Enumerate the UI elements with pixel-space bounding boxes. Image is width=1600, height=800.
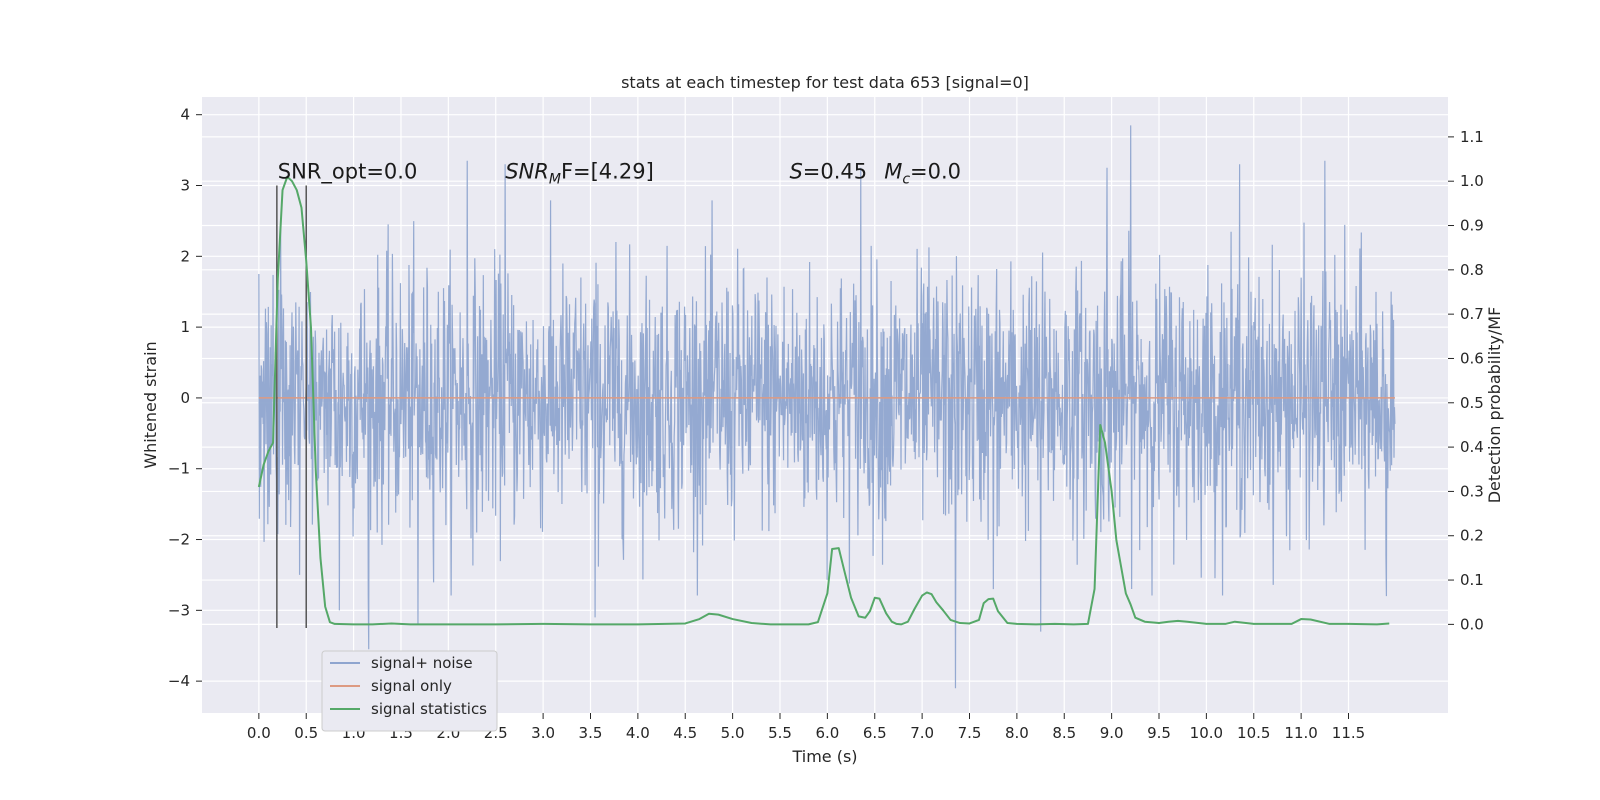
x-tick-label: 9.5 bbox=[1147, 724, 1171, 742]
signal-noise-line bbox=[258, 125, 1396, 689]
y-right-tick-label: 0.9 bbox=[1460, 217, 1484, 235]
y-axis-left-title: Whitened strain bbox=[141, 341, 160, 468]
y-left-tick-label: −2 bbox=[168, 531, 190, 549]
y-right-tick-label: 0.4 bbox=[1460, 438, 1484, 456]
legend-label-signal-only: signal only bbox=[371, 677, 452, 695]
y-axis-right-title: Detection probability/MF bbox=[1485, 307, 1504, 504]
x-tick-label: 7.5 bbox=[958, 724, 982, 742]
y-left-tick-label: −3 bbox=[168, 601, 190, 619]
y-left-tick-label: 4 bbox=[180, 106, 190, 124]
x-tick-label: 11.0 bbox=[1284, 724, 1317, 742]
legend-label-signal-statistics: signal statistics bbox=[371, 700, 487, 718]
x-tick-label: 8.5 bbox=[1052, 724, 1076, 742]
x-tick-label: 11.5 bbox=[1332, 724, 1365, 742]
y-right-tick-label: 0.2 bbox=[1460, 527, 1484, 545]
series-signal-statistics bbox=[257, 175, 1390, 626]
annotations: SNR_opt=0.0 SNRMF=[4.29] S=0.45 Mc=0.0 bbox=[278, 159, 961, 187]
x-tick-label: 3.5 bbox=[579, 724, 603, 742]
x-tick-label: 4.5 bbox=[673, 724, 697, 742]
annotation-snr-opt: SNR_opt=0.0 bbox=[278, 159, 418, 184]
x-tick-label: 9.0 bbox=[1100, 724, 1124, 742]
series-signal-noise bbox=[258, 125, 1396, 689]
y-left-tick-label: −4 bbox=[168, 672, 190, 690]
y-right-tick-label: 0.6 bbox=[1460, 349, 1484, 367]
annotation-s: S=0.45 bbox=[789, 159, 867, 183]
x-tick-label: 0.5 bbox=[294, 724, 318, 742]
signal-statistics-line bbox=[257, 175, 1390, 626]
y-right-tick-label: 0.0 bbox=[1460, 615, 1484, 633]
x-tick-label: 10.5 bbox=[1237, 724, 1270, 742]
legend: signal+ noise signal only signal statist… bbox=[321, 650, 498, 732]
y-right-tick-label: 0.5 bbox=[1460, 394, 1484, 412]
x-tick-label: 8.0 bbox=[1005, 724, 1029, 742]
y-right-tick-label: 1.0 bbox=[1460, 172, 1484, 190]
legend-box bbox=[321, 650, 498, 732]
annotation-mc: Mc=0.0 bbox=[884, 159, 961, 187]
y-left-tick-label: 2 bbox=[180, 247, 190, 265]
x-tick-label: 7.0 bbox=[910, 724, 934, 742]
y-left-tick-label: 3 bbox=[180, 177, 190, 195]
y-right-tick-label: 0.8 bbox=[1460, 261, 1484, 279]
x-axis-title: Time (s) bbox=[791, 747, 857, 766]
y-right-tick-label: 0.3 bbox=[1460, 482, 1484, 500]
x-tick-label: 3.0 bbox=[531, 724, 555, 742]
chart-title: stats at each timestep for test data 653… bbox=[621, 73, 1029, 92]
legend-label-signal-noise: signal+ noise bbox=[371, 654, 473, 672]
y-right-tick-label: 1.1 bbox=[1460, 128, 1484, 146]
y-right-tick-label: 0.7 bbox=[1460, 305, 1484, 323]
x-tick-label: 4.0 bbox=[626, 724, 650, 742]
y-right-tick-label: 0.1 bbox=[1460, 571, 1484, 589]
x-tick-label: 6.5 bbox=[863, 724, 887, 742]
x-tick-label: 5.0 bbox=[721, 724, 745, 742]
annotation-snr-mf: SNRMF=[4.29] bbox=[505, 159, 654, 187]
x-tick-label: 10.0 bbox=[1190, 724, 1223, 742]
y-left-tick-label: −1 bbox=[168, 460, 190, 478]
y-left-tick-label: 1 bbox=[180, 318, 190, 336]
x-tick-label: 6.0 bbox=[815, 724, 839, 742]
y-left-tick-label: 0 bbox=[180, 389, 190, 407]
x-tick-label: 0.0 bbox=[247, 724, 271, 742]
x-tick-label: 5.5 bbox=[768, 724, 792, 742]
